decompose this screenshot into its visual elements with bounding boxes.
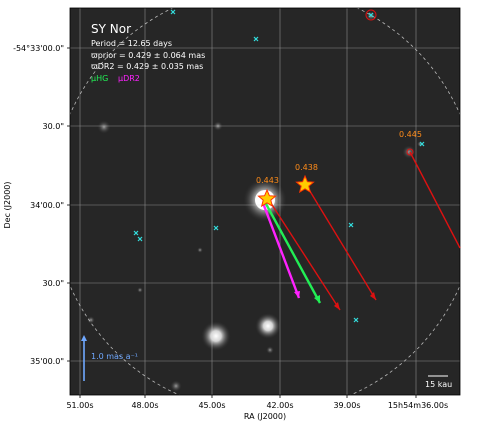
scale-bar-label: 1.0 mas a⁻¹ bbox=[91, 352, 138, 361]
chart-title: SY Nor bbox=[91, 22, 131, 36]
cross-marker bbox=[368, 12, 374, 18]
target-arrow bbox=[266, 196, 341, 311]
x-axis-label: RA (J2000) bbox=[244, 412, 286, 421]
dr2-arrow bbox=[261, 202, 301, 299]
x-tick-label: 48.00s bbox=[131, 401, 158, 410]
cross-marker bbox=[137, 236, 143, 242]
cross-marker bbox=[170, 9, 176, 15]
cross-marker bbox=[213, 225, 219, 231]
target-star-marker bbox=[257, 188, 277, 208]
companion-arrow bbox=[304, 182, 377, 301]
companion-star-marker bbox=[295, 174, 315, 194]
companion-arrow bbox=[409, 151, 461, 249]
x-tick-label: 42.00s bbox=[266, 401, 293, 410]
companion-circle bbox=[406, 148, 414, 156]
legend-dr2-pm: μDR2 bbox=[118, 74, 140, 83]
x-tick-label: 51.00s bbox=[66, 401, 93, 410]
x-tick-label: 39.00s bbox=[333, 401, 360, 410]
plot-frame bbox=[69, 7, 461, 396]
annotation-companion-2: 0.445 bbox=[399, 130, 422, 139]
cross-marker bbox=[348, 222, 354, 228]
scale-bar-arrowhead bbox=[81, 335, 87, 341]
cross-markers bbox=[133, 9, 425, 323]
legend-hg: μHG bbox=[91, 74, 108, 83]
annotation-companion-1: 0.438 bbox=[295, 163, 318, 172]
y-tick-label: 34'00.0" bbox=[30, 201, 64, 210]
y-axis-label: Dec (J2000) bbox=[3, 182, 12, 229]
hg-arrow bbox=[263, 201, 322, 304]
y-axis: -54°33'00.0" 30.0" 34'00.0" 30.0" 35'00.… bbox=[13, 44, 70, 366]
kau-bar-label: 15 kau bbox=[425, 380, 452, 389]
proper-motion-arrows bbox=[261, 151, 461, 311]
companion-circle bbox=[365, 9, 377, 21]
target-arrowhead bbox=[334, 302, 340, 310]
x-axis: 51.00s 48.00s 45.00s 42.00s 39.00s 15h54… bbox=[66, 395, 448, 410]
legend-period: Period = 12.65 days bbox=[91, 39, 172, 48]
cross-marker bbox=[353, 317, 359, 323]
y-tick-label: 35'00.0" bbox=[30, 357, 64, 366]
cross-marker bbox=[419, 141, 425, 147]
y-tick-label: -54°33'00.0" bbox=[13, 44, 64, 53]
x-tick-label: 15h54m36.00s bbox=[388, 401, 448, 410]
hg-arrowhead bbox=[314, 295, 320, 303]
legend-prior: ϖprior = 0.429 ± 0.064 mas bbox=[91, 51, 205, 60]
legend-dr2: ϖDR2 = 0.429 ± 0.035 mas bbox=[91, 62, 203, 71]
annotation-target: 0.443 bbox=[256, 176, 279, 185]
cross-marker bbox=[253, 36, 259, 42]
x-tick-label: 45.00s bbox=[198, 401, 225, 410]
dr2-arrowhead bbox=[294, 291, 300, 298]
y-tick-label: 30.0" bbox=[43, 279, 65, 288]
y-tick-label: 30.0" bbox=[43, 122, 65, 131]
cross-marker bbox=[133, 230, 139, 236]
companion-arrowhead bbox=[370, 292, 376, 300]
